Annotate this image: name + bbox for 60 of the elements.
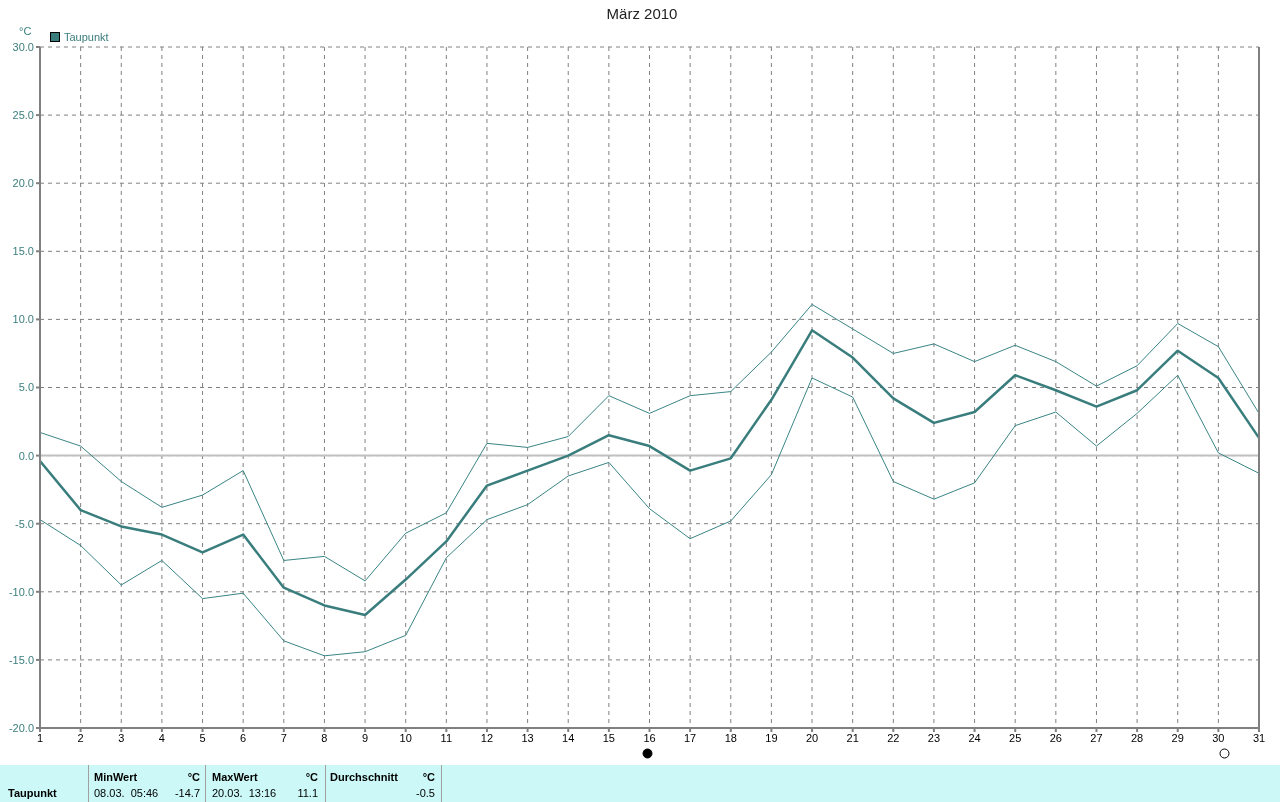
x-tick-label: 9 [362, 731, 369, 744]
x-tick-label: 29 [1171, 731, 1184, 744]
text: 08.03. 05:46 [94, 787, 160, 799]
x-tick-label: 21 [846, 731, 859, 744]
x-tick-label: 3 [118, 731, 125, 744]
x-tick-label: 20 [805, 731, 819, 744]
text: °C [186, 771, 200, 783]
text: -14.7 [173, 787, 200, 799]
x-tick-label: 24 [968, 731, 981, 744]
x-tick-label: 25 [1009, 731, 1022, 744]
text: 11.1 [296, 787, 318, 799]
x-tick-label: 5 [199, 731, 206, 744]
text: MinWert [94, 771, 139, 783]
y-axis-title: °C [19, 25, 32, 37]
legend-label: Taupunkt [64, 31, 109, 43]
line-series [40, 374, 1259, 657]
text: Taupunkt [8, 787, 58, 799]
x-tick-label: 23 [927, 731, 941, 744]
x-tick-label: 1 [36, 731, 44, 744]
y-tick-label: -10.0 [8, 585, 34, 598]
line-series [40, 329, 1259, 617]
y-tick-label: 5.0 [18, 381, 34, 394]
x-tick-label: 16 [643, 731, 656, 744]
text: MaxWert [212, 771, 259, 783]
y-tick-label: -20.0 [8, 721, 34, 734]
y-tick-label: -5.0 [15, 517, 34, 530]
x-tick-label: 28 [1130, 731, 1144, 744]
x-tick-label: 31 [1252, 731, 1266, 744]
y-tick-label: 30.0 [12, 40, 34, 53]
text: 20.03. 13:16 [212, 787, 278, 799]
x-tick-label: 4 [158, 731, 165, 744]
y-tick-label: 20.0 [12, 177, 34, 190]
text: °C [304, 771, 318, 783]
x-tick-label: 13 [521, 731, 534, 744]
x-tick-label: 17 [684, 731, 697, 744]
line-series [40, 303, 1259, 582]
chart-title: März 2010 [605, 5, 679, 22]
x-tick-label: 19 [765, 731, 778, 744]
x-tick-label: 6 [240, 731, 247, 744]
y-tick-label: 0.0 [18, 449, 34, 462]
y-tick-label: -15.0 [8, 653, 34, 666]
x-tick-label: 12 [480, 731, 494, 744]
x-tick-label: 15 [602, 731, 615, 744]
y-tick-label: 15.0 [12, 245, 34, 258]
x-tick-label: 11 [440, 731, 453, 744]
x-tick-label: 8 [321, 731, 328, 744]
x-tick-label: 2 [77, 731, 84, 744]
x-tick-label: 18 [724, 731, 737, 744]
x-tick-label: 22 [887, 731, 900, 744]
text: °C [421, 771, 435, 783]
x-tick-label: 10 [399, 731, 412, 744]
x-tick-label: 30 [1212, 731, 1225, 744]
x-tick-label: 7 [280, 731, 287, 744]
y-tick-label: 10.0 [12, 313, 34, 326]
y-tick-label: 25.0 [12, 109, 34, 121]
text: -0.5 [415, 787, 435, 799]
x-tick-label: 26 [1049, 731, 1062, 744]
text: Durchschnitt [330, 771, 399, 783]
x-tick-label: 14 [562, 731, 575, 744]
x-tick-label: 27 [1090, 731, 1103, 744]
